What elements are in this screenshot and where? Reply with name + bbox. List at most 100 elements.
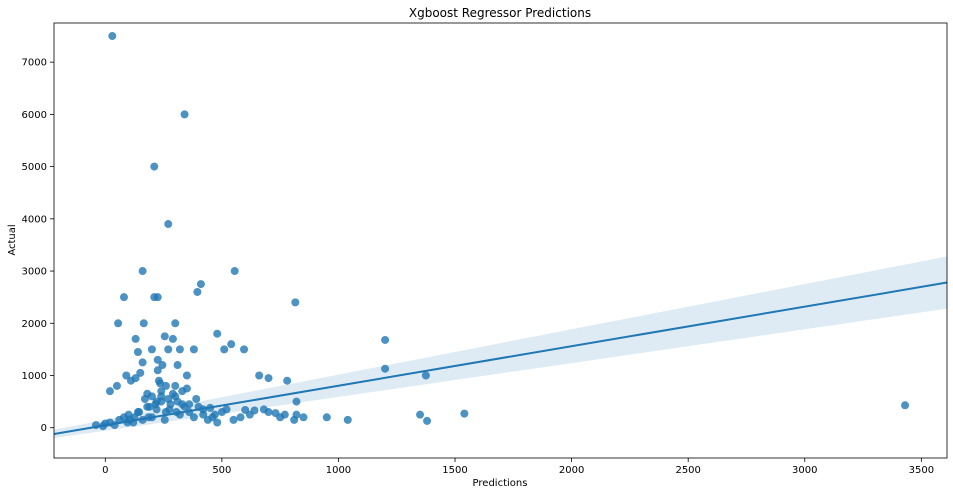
y-axis-label: Actual: [7, 224, 18, 255]
x-tick-label: 1500: [442, 465, 467, 476]
scatter-point: [133, 347, 142, 356]
scatter-point: [160, 332, 169, 341]
y-tick-label: 4000: [22, 214, 47, 225]
scatter-point: [161, 381, 170, 390]
scatter-point: [185, 400, 194, 409]
scatter-point: [189, 345, 198, 354]
scatter-point: [220, 345, 229, 354]
scatter-point: [135, 408, 144, 417]
scatter-point: [343, 415, 352, 424]
y-tick-label: 7000: [22, 58, 47, 69]
scatter-point: [381, 364, 390, 373]
y-tick-label: 0: [41, 423, 47, 434]
scatter-point: [240, 345, 249, 354]
scatter-point: [138, 358, 147, 367]
scatter-point: [150, 162, 159, 171]
x-tick-label: 3500: [909, 465, 934, 476]
scatter-point: [164, 220, 173, 229]
x-tick-label: 2500: [675, 465, 700, 476]
scatter-point: [421, 371, 430, 380]
scatter-point: [164, 345, 173, 354]
scatter-point: [213, 329, 222, 338]
chart-title: Xgboost Regressor Predictions: [409, 6, 591, 20]
y-tick-label: 1000: [22, 371, 47, 382]
scatter-point: [229, 415, 238, 424]
scatter-point: [213, 418, 222, 427]
scatter-point: [259, 405, 268, 414]
scatter-point: [140, 394, 149, 403]
scatter-point: [230, 267, 239, 276]
scatter-point: [136, 368, 145, 377]
scatter-point: [193, 287, 202, 296]
scatter-point: [160, 415, 169, 424]
confidence-band: [54, 256, 947, 439]
scatter-point: [112, 381, 121, 390]
scatter-point: [122, 371, 131, 380]
scatter-point: [245, 410, 254, 419]
scatter-point: [153, 355, 162, 364]
scatter-point: [217, 408, 226, 417]
scatter-point: [210, 410, 219, 419]
scatter-point: [168, 389, 177, 398]
scatter-point: [416, 410, 425, 419]
scatter-point: [105, 387, 114, 396]
y-axis: 0 1000 2000 3000 4000 5000 6000 7000: [22, 58, 54, 434]
scatter-point: [158, 361, 167, 370]
scatter-point: [165, 405, 174, 414]
scatter-point: [292, 397, 301, 406]
scatter-point: [255, 371, 264, 380]
scatter-point: [236, 413, 245, 422]
scatter-point: [290, 415, 299, 424]
scatter-point: [147, 392, 156, 401]
scatter-point: [283, 376, 292, 385]
scatter-point: [182, 371, 191, 380]
scatter-point: [178, 387, 187, 396]
scatter-point: [138, 267, 147, 276]
scatter-point: [299, 413, 308, 422]
scatter-point: [131, 374, 140, 383]
y-tick-label: 2000: [22, 319, 47, 330]
scatter-point: [108, 32, 117, 41]
scatter-point: [901, 401, 910, 410]
scatter-point: [157, 387, 166, 396]
scatter-point: [147, 345, 156, 354]
scatter-point: [291, 298, 300, 307]
scatter-point: [264, 374, 273, 383]
scatter-point: [189, 413, 198, 422]
scatter-point: [173, 361, 182, 370]
scatter-point: [153, 293, 162, 302]
plot-frame: [53, 22, 948, 459]
scatter-point: [153, 366, 162, 375]
scatter-point: [175, 345, 184, 354]
x-tick-label: 1000: [326, 465, 351, 476]
plot-layer: [54, 32, 947, 439]
x-axis-label: Predictions: [473, 478, 528, 489]
scatter-point: [171, 319, 180, 328]
scatter-point: [180, 110, 189, 119]
scatter-point: [139, 319, 148, 328]
x-tick-label: 0: [102, 465, 108, 476]
scatter-point: [322, 413, 331, 422]
scatter-point: [154, 376, 163, 385]
regression-line: [54, 281, 947, 435]
scatter-point: [131, 334, 140, 343]
x-axis: 0 500 1000 1500 2000 2500 3000 3500: [102, 458, 934, 476]
scatter-point: [119, 293, 128, 302]
scatter-point: [276, 413, 285, 422]
x-tick-label: 3000: [792, 465, 817, 476]
scatter-point: [168, 334, 177, 343]
scatter-point: [192, 394, 201, 403]
scatter-point: [151, 400, 160, 409]
y-tick-label: 6000: [22, 110, 47, 121]
y-tick-label: 3000: [22, 267, 47, 278]
scatter-point: [460, 409, 469, 418]
scatter-point: [171, 381, 180, 390]
y-tick-label: 5000: [22, 162, 47, 173]
x-tick-label: 2000: [559, 465, 584, 476]
scatter-point: [173, 397, 182, 406]
scatter-point: [423, 416, 432, 425]
scatter-point: [381, 335, 390, 344]
scatter-point: [227, 340, 236, 349]
x-tick-label: 500: [212, 465, 231, 476]
